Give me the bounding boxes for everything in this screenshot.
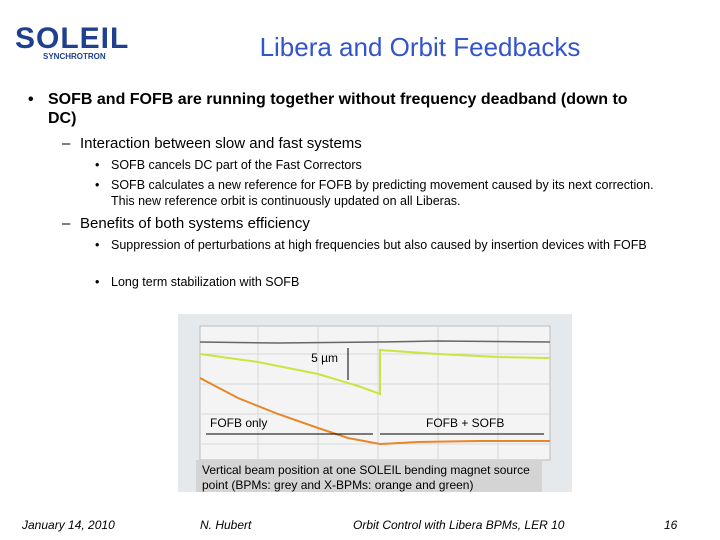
logo: SOLEIL SYNCHROTRON: [15, 22, 129, 61]
dot: •: [95, 238, 100, 252]
footer-date: January 14, 2010: [22, 518, 115, 532]
dot: •: [95, 158, 100, 172]
footer-author: N. Hubert: [200, 518, 252, 532]
title: Libera and Orbit Feedbacks: [259, 32, 581, 62]
item: Suppression of perturbations at high fre…: [111, 238, 647, 252]
right-label: FOFB + SOFB: [426, 416, 504, 430]
dot: •: [95, 178, 100, 192]
scale-label: 5 µm: [311, 351, 338, 365]
footer-event: Orbit Control with Libera BPMs, LER 10: [353, 518, 565, 532]
item: SOFB cancels DC part of the Fast Correct…: [111, 158, 362, 172]
caption: Vertical beam position at one SOLEIL ben…: [202, 463, 530, 492]
logo-sub: SYNCHROTRON: [43, 52, 106, 61]
item: Long term stabilization with SOFB: [111, 275, 300, 289]
orange-trace: [199, 377, 550, 446]
sub-bullet: Benefits of both systems efficiency: [80, 215, 310, 232]
figure: 5 µm FOFB only FOFB + SOFB: [178, 314, 572, 492]
caption-bg: [196, 460, 542, 492]
footer-page: 16: [664, 518, 678, 532]
logo-name: SOLEIL: [15, 22, 130, 55]
dot: •: [95, 275, 100, 289]
bullet: SOFB and FOFB are running together witho…: [48, 91, 628, 127]
dash: –: [62, 135, 71, 152]
green-trace: [199, 348, 551, 396]
bullet-marker: •: [28, 91, 34, 108]
item: SOFB calculates a new reference for FOFB…: [111, 178, 654, 208]
grey-trace: [199, 340, 551, 344]
left-label: FOFB only: [210, 416, 267, 430]
sub-bullet: Interaction between slow and fast system…: [80, 135, 362, 152]
dash: –: [62, 215, 71, 232]
